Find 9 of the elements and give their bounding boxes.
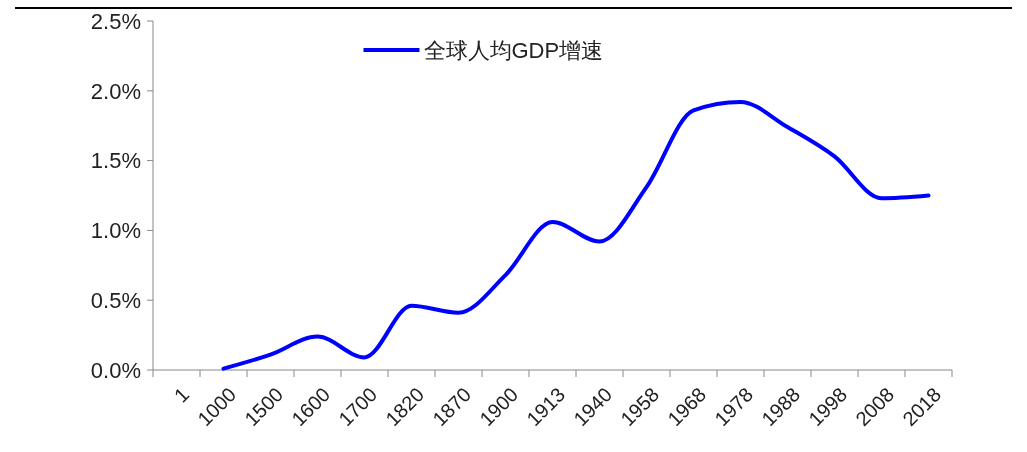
legend-label: 全球人均GDP增速 xyxy=(423,37,604,63)
y-tick-label: 1.5% xyxy=(90,148,141,174)
line-series xyxy=(221,99,931,371)
y-tick-label: 2.0% xyxy=(90,78,141,104)
y-tick-label: 1.0% xyxy=(90,218,141,244)
y-tick-label: 0.5% xyxy=(90,287,141,313)
y-tick-label: 2.5% xyxy=(90,8,141,34)
y-tick-label: 0.0% xyxy=(90,357,141,383)
x-tick-label: 1 xyxy=(169,383,194,407)
